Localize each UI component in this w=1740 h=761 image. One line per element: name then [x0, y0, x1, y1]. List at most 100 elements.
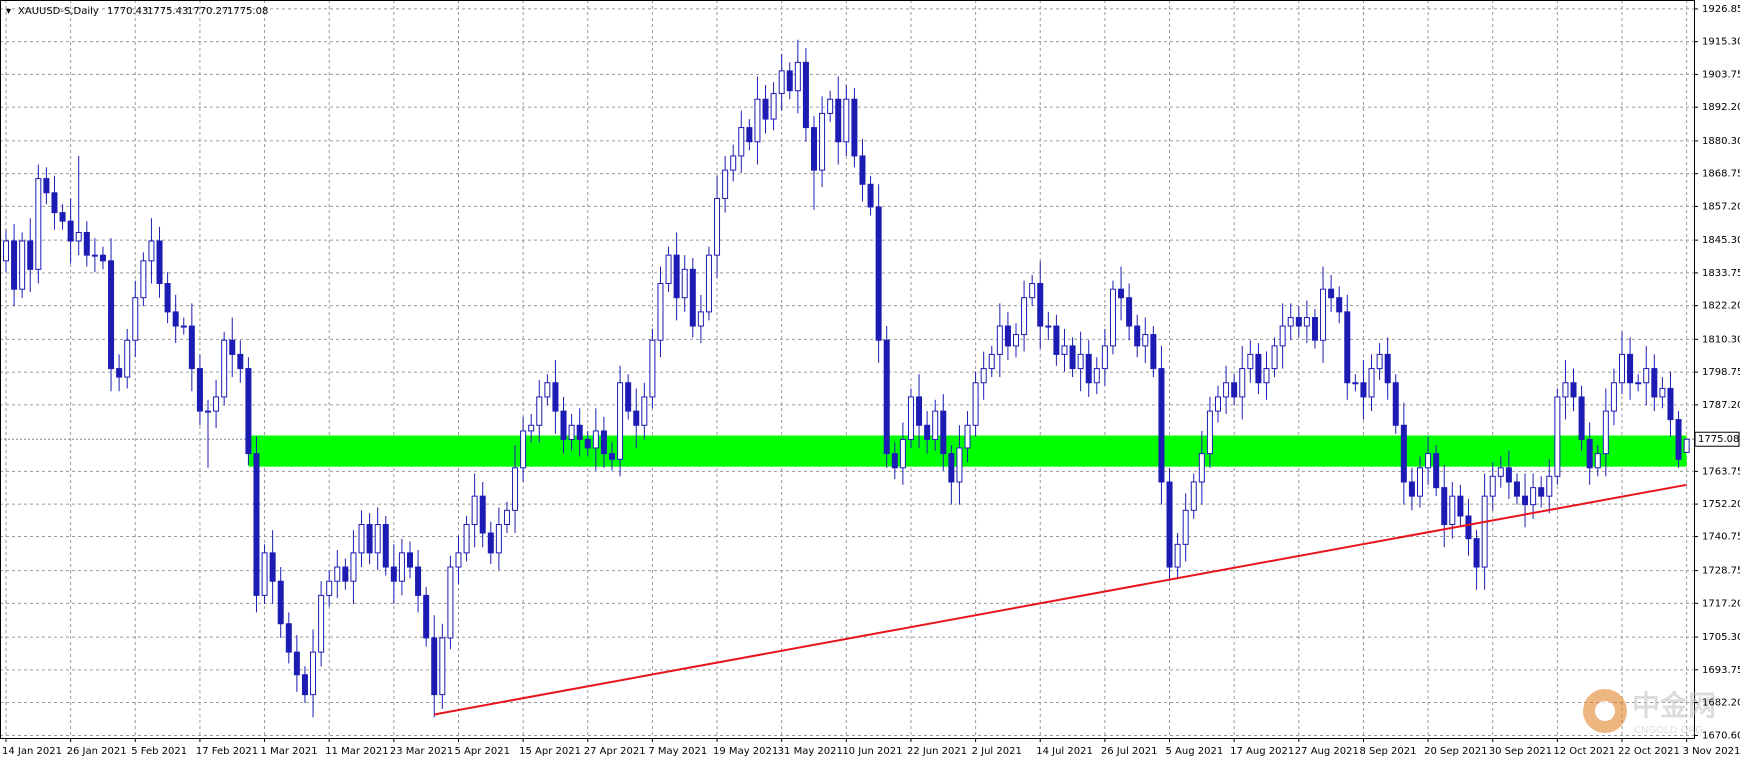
candle-body [1004, 325, 1011, 347]
candle-body [229, 339, 236, 355]
watermark-logo-inner [1595, 701, 1615, 721]
header-high: 1775.43 [147, 6, 188, 17]
candle-body [705, 254, 712, 313]
candle-body [1206, 410, 1213, 455]
x-tick-label: 31 May 2021 [778, 746, 843, 757]
candle-body [609, 453, 615, 460]
candle-body [1610, 382, 1617, 412]
candle-body [1425, 453, 1432, 469]
candle-body [1683, 438, 1690, 453]
y-tick-label: 1903.75 [1702, 69, 1740, 80]
candle-body [1013, 334, 1019, 347]
y-tick-label: 1787.20 [1702, 400, 1740, 411]
y-tick-label: 1740.75 [1702, 532, 1740, 543]
candle-body [140, 260, 147, 299]
y-tick-label: 1868.75 [1702, 169, 1740, 180]
candle-body [116, 368, 123, 378]
candle-body [512, 467, 519, 511]
candle-body [1449, 495, 1456, 526]
plot-frame [0, 0, 1695, 739]
candle-body [1497, 467, 1504, 477]
candle-body [487, 532, 494, 554]
y-tick-label: 1833.75 [1702, 268, 1740, 279]
candle-body [851, 98, 858, 157]
x-tick-label: 10 Jun 2021 [842, 746, 902, 757]
header-low: 1770.27 [187, 6, 228, 17]
candle-body [1231, 382, 1238, 398]
header: ▾ XAUUSD-S,Daily 1770.43 1775.43 1770.27… [6, 6, 268, 17]
candle-body [463, 524, 470, 554]
candle-body [398, 552, 405, 582]
candle-body [326, 580, 333, 596]
candle-body [552, 382, 559, 412]
candle-body [584, 438, 591, 449]
candle-body [924, 424, 931, 440]
x-tick-label: 17 Aug 2021 [1230, 746, 1294, 757]
candle-body [560, 410, 567, 440]
candle-body [916, 396, 923, 426]
candle-body [156, 240, 163, 285]
candle-body [746, 127, 753, 143]
x-tick-label: 2 Jul 2021 [972, 746, 1022, 757]
candle-body [19, 240, 26, 290]
y-tick-label: 1717.20 [1702, 598, 1740, 609]
candle-body [617, 382, 624, 460]
x-tick-label: 1 Mar 2021 [261, 746, 318, 757]
candle-body [891, 453, 898, 469]
candle-body [843, 98, 850, 143]
candle-body [1659, 387, 1666, 398]
candle-body [794, 61, 801, 92]
candle-body [318, 594, 325, 653]
candle-body [1263, 368, 1270, 384]
candle-body [261, 552, 268, 596]
candle-body [625, 382, 632, 412]
candle-body [1029, 283, 1036, 299]
candle-body [730, 155, 737, 171]
candle-body [778, 70, 785, 95]
candle-body [1538, 487, 1545, 497]
candle-body [51, 192, 58, 214]
candle-body [1077, 353, 1084, 370]
candle-body [479, 495, 486, 534]
candle-body [1465, 515, 1472, 540]
candle-body [1037, 283, 1044, 327]
candle-body [964, 424, 971, 449]
x-tick-label: 27 Aug 2021 [1295, 746, 1359, 757]
y-tick-label: 1752.20 [1702, 499, 1740, 510]
y-tick-label: 1798.75 [1702, 367, 1740, 378]
candle-body [1400, 424, 1407, 483]
candle-body [99, 254, 106, 262]
candle-body [1417, 467, 1423, 497]
candle-body [1376, 353, 1383, 370]
candle-body [762, 98, 769, 120]
candle-body [1473, 538, 1480, 568]
candle-body [1368, 368, 1375, 398]
y-tick-label: 1682.20 [1702, 698, 1740, 709]
candle-body [495, 524, 502, 554]
candle-body [835, 98, 842, 143]
candle-body [67, 220, 74, 242]
candle-body [1392, 382, 1399, 426]
candle-body [689, 268, 696, 327]
y-tick-label: 1915.30 [1702, 37, 1740, 48]
candle-body [1505, 467, 1512, 483]
candle-body [802, 61, 809, 129]
candle-body [1594, 453, 1601, 469]
candle-body [277, 580, 284, 625]
symbol: XAUUSD-S,Daily [18, 6, 99, 17]
candle-body [980, 368, 987, 384]
y-tick-label: 1670.60 [1702, 730, 1740, 741]
candle-body [641, 396, 648, 426]
candle-body [350, 552, 357, 582]
candle-body [1247, 353, 1254, 370]
y-tick-label: 1728.75 [1702, 566, 1740, 577]
x-tick-label: 23 Mar 2021 [390, 746, 453, 757]
header-arrow: ▾ [6, 6, 11, 17]
candle-body [528, 424, 535, 432]
candle-body [738, 127, 745, 157]
candle-body [1522, 495, 1529, 506]
x-tick-label: 22 Oct 2021 [1618, 746, 1680, 757]
candle-body [253, 453, 260, 596]
